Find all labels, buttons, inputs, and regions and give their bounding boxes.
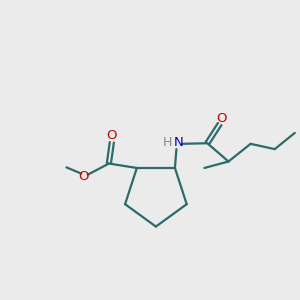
Text: O: O [216, 112, 226, 125]
Text: N: N [174, 136, 184, 149]
Text: O: O [106, 129, 117, 142]
Text: H: H [162, 136, 172, 149]
Text: O: O [79, 170, 89, 183]
